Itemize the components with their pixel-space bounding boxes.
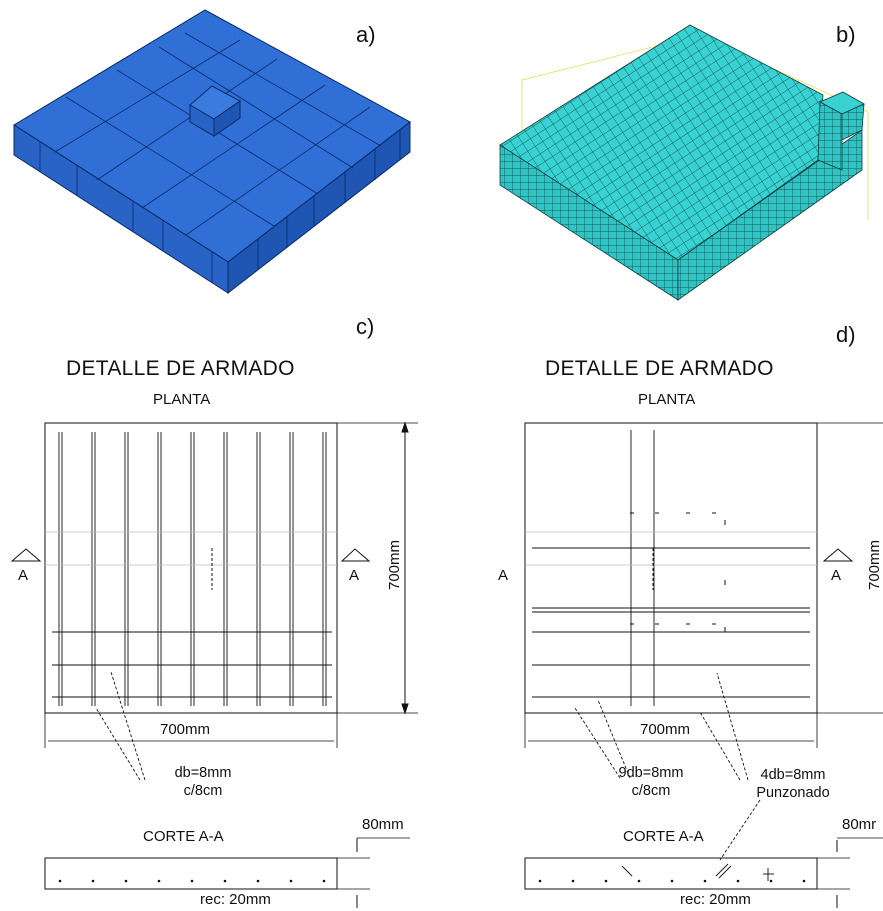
slab-top-grid — [54, 32, 382, 236]
panel-d-dim-horizontal: 700mm — [640, 721, 691, 738]
panel-b-letter: b) — [836, 22, 856, 47]
panel-d-punch-note: 4db=8mm Punzonado — [738, 766, 848, 802]
rebar-leader-arrows — [95, 671, 146, 781]
slab-right-face — [227, 120, 411, 295]
panel-c-title: DETALLE DE ARMADO — [66, 357, 295, 380]
section-bar-dots-d — [538, 879, 806, 883]
panel-d-subtitle: PLANTA — [638, 391, 696, 408]
mesh-right-face — [677, 129, 863, 301]
panel-c-subtitle: PLANTA — [153, 391, 211, 408]
panel-c-rebar-note-line2: c/8cm — [183, 783, 223, 799]
panel-c-letter: c) — [356, 314, 375, 339]
mesh-column-side — [841, 103, 865, 141]
panel-d-punch-note-line2: Punzonado — [756, 785, 830, 801]
slab-side-grid — [39, 130, 401, 283]
plan-outline-d — [524, 422, 818, 714]
section-bar-dots — [58, 879, 326, 883]
panel-d-marker-right: A — [831, 567, 842, 584]
section-marker-left-icon — [10, 548, 42, 562]
panel-d-marker-left: A — [498, 567, 509, 584]
panel-a-letter: a) — [356, 22, 376, 47]
panel-c-rebar-note: db=8mm c/8cm — [148, 764, 258, 800]
panel-d-letter: d) — [836, 322, 856, 347]
panel-c-cover: rec: 20mm — [200, 891, 271, 908]
mesh-column-front — [817, 101, 843, 171]
section-outline — [44, 857, 338, 890]
panel-d-thickness: 80mr — [842, 816, 877, 833]
rebar-leader-arrows-d — [574, 672, 761, 861]
panel-c-dim-horizontal: 700mm — [160, 721, 211, 738]
panel-c-rebar-note-line1: db=8mm — [174, 765, 232, 781]
section-marker-right-icon-d — [822, 548, 854, 562]
panel-d-rebar-note-line2: c/8cm — [631, 783, 671, 799]
column-right — [213, 100, 241, 137]
panel-d-punch-note-line1: 4db=8mm — [760, 767, 826, 783]
panel-d-rebar-note-line1: 9db=8mm — [618, 765, 684, 781]
panel-d-rebar-note: 9db=8mm c/8cm — [596, 764, 706, 800]
horizontal-rebars-d — [532, 547, 810, 698]
panel-d-title: DETALLE DE ARMADO — [545, 357, 774, 380]
panel-d-dim-vertical: 700mm — [866, 539, 883, 590]
section-marker-right-icon — [340, 548, 371, 562]
horizontal-rebars — [52, 631, 332, 698]
panel-d-section-title: CORTE A-A — [623, 828, 704, 845]
plan-outline — [44, 422, 338, 714]
panel-c-section-title: CORTE A-A — [143, 828, 224, 845]
panel-d-cover: rec: 20mm — [680, 891, 751, 908]
panel-c-marker-left: A — [18, 567, 29, 584]
section-outline-d — [524, 857, 818, 890]
panel-c-thickness: 80mm — [362, 816, 404, 833]
vertical-rebars — [58, 432, 327, 706]
panel-c-marker-right: A — [349, 567, 360, 584]
